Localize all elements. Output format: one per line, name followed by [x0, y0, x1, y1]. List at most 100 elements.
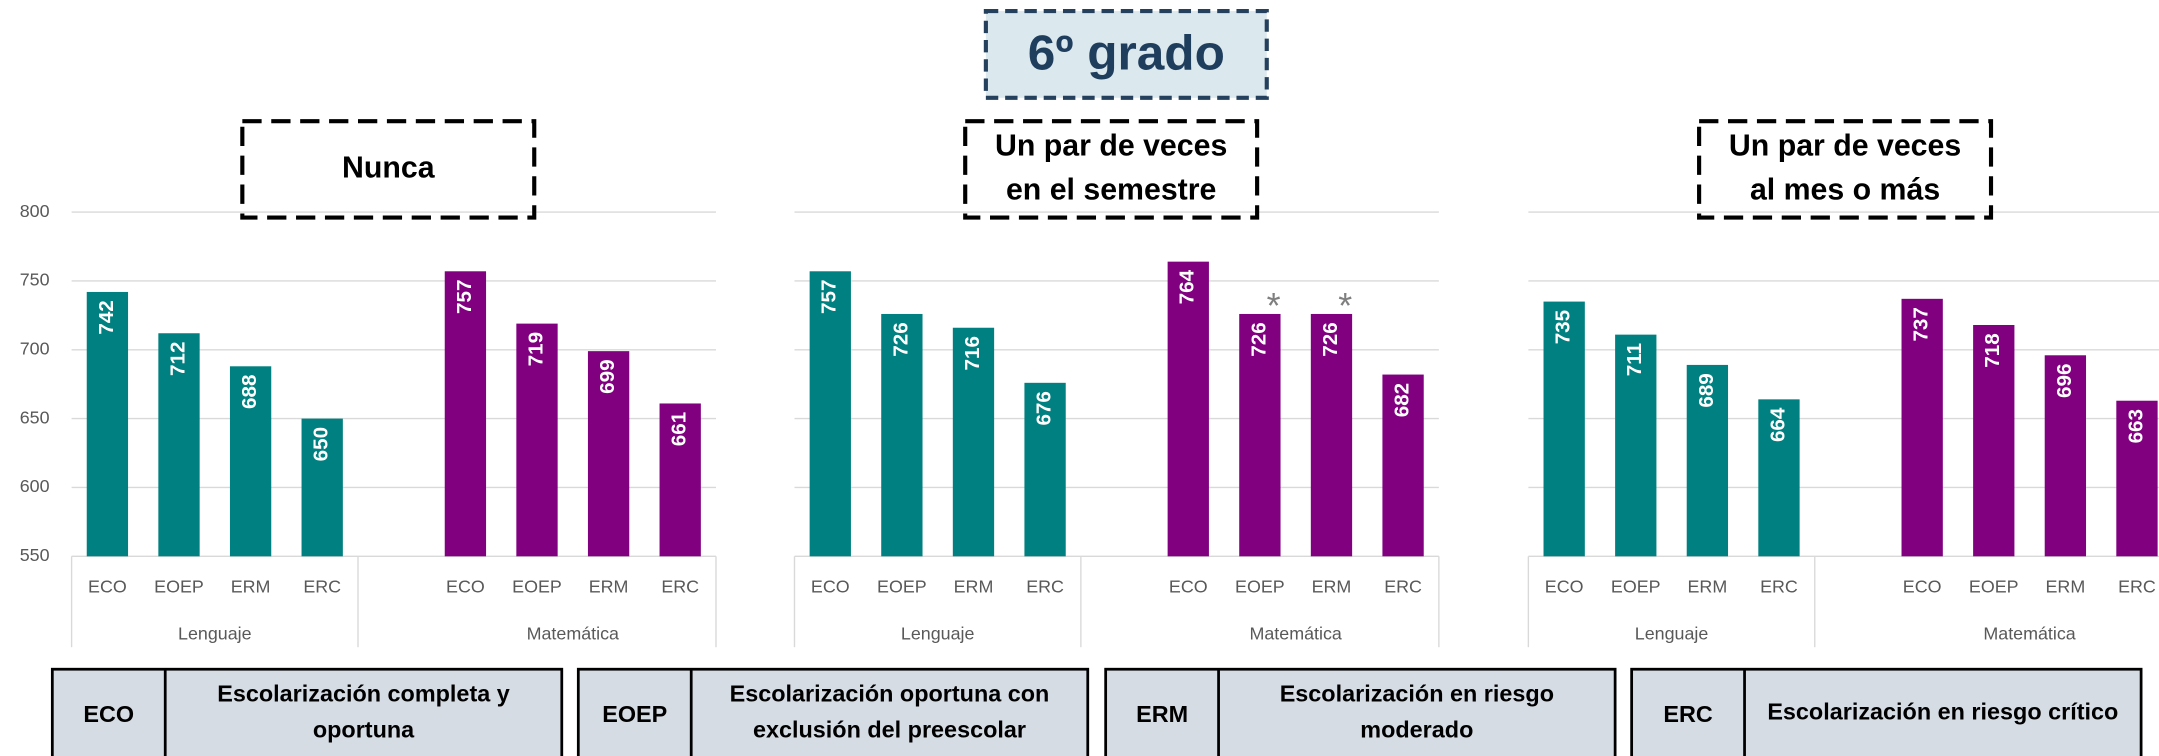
x-tick-label: ERM: [589, 577, 629, 597]
x-tick-label: ECO: [88, 577, 127, 597]
x-tick-label: ERM: [1312, 577, 1352, 597]
x-tick-label: ERC: [2118, 577, 2156, 597]
y-tick-label: 650: [20, 407, 50, 427]
group-label: Matemática: [527, 624, 619, 644]
value-label: 712: [166, 342, 189, 376]
legend-text: Escolarización oportuna con: [730, 681, 1050, 707]
legend-text: exclusión del preescolar: [753, 716, 1026, 742]
bar: [2116, 400, 2158, 557]
legend-abbr: ECO: [83, 701, 134, 727]
legend-text: Escolarización en riesgo crítico: [1767, 698, 2118, 724]
value-label: 688: [238, 375, 261, 409]
value-label: 650: [310, 427, 333, 461]
x-tick-label: ERM: [954, 577, 994, 597]
value-label: 726: [1319, 322, 1342, 356]
bar: [1382, 374, 1424, 557]
x-tick-label: ERC: [1026, 577, 1064, 597]
value-label: 737: [1910, 307, 1933, 341]
annotation: *: [1338, 286, 1352, 326]
x-tick-label: ERC: [1384, 577, 1422, 597]
bar: [2044, 355, 2087, 557]
bar: [1615, 334, 1657, 557]
y-tick-label: 750: [20, 270, 50, 290]
y-tick-label: 550: [20, 545, 50, 565]
legend-box: [1104, 667, 1617, 756]
value-label: 689: [1695, 373, 1718, 407]
panel-title: en el semestre: [1006, 173, 1216, 206]
x-tick-label: ECO: [1169, 577, 1208, 597]
bar: [86, 291, 129, 557]
x-tick-label: EOEP: [1969, 577, 2019, 597]
x-tick-label: ERM: [2046, 577, 2086, 597]
legend-abbr: ERM: [1136, 701, 1188, 727]
x-tick-label: EOEP: [877, 577, 927, 597]
value-label: 682: [1391, 383, 1414, 417]
legend-box: [50, 667, 564, 756]
x-tick-label: ECO: [811, 577, 850, 597]
legend-box: [1630, 667, 2143, 756]
bar: [659, 403, 701, 557]
bar: [1543, 301, 1585, 557]
group-label: Matemática: [1983, 624, 2075, 644]
bar: [1167, 261, 1209, 557]
legend-abbr: ERC: [1663, 701, 1712, 727]
legend-text: Escolarización en riesgo: [1280, 681, 1554, 707]
value-label: 661: [668, 412, 691, 446]
bar: [301, 418, 343, 557]
y-tick-label: 600: [20, 476, 50, 496]
bar: [587, 351, 630, 557]
legend-text: moderado: [1360, 716, 1473, 742]
bar: [516, 323, 558, 557]
legend-text: Escolarización completa y: [217, 681, 510, 707]
bar: [1973, 324, 2015, 557]
value-label: 742: [95, 300, 118, 334]
panel-title: al mes o más: [1750, 173, 1940, 206]
bar: [881, 313, 923, 557]
legend-box: [576, 667, 1090, 756]
header-box: [983, 8, 1269, 100]
value-label: 663: [2124, 409, 2147, 443]
bar: [1024, 382, 1066, 557]
x-tick-label: EOEP: [1611, 577, 1661, 597]
bar: [952, 327, 995, 557]
x-tick-label: EOEP: [154, 577, 204, 597]
panel-title-box: [240, 119, 537, 220]
value-label: 726: [889, 322, 912, 356]
bar: [158, 333, 200, 557]
x-tick-label: EOEP: [512, 577, 562, 597]
annotation: *: [1267, 286, 1281, 326]
value-label: 735: [1552, 310, 1575, 344]
panel-title-box: [1697, 119, 1994, 220]
value-label: 676: [1033, 391, 1056, 425]
bar: [1239, 313, 1281, 557]
value-label: 757: [818, 280, 841, 314]
group-label: Lenguaje: [901, 624, 975, 644]
value-label: 716: [961, 336, 984, 370]
value-label: 696: [2053, 364, 2076, 398]
bar: [809, 271, 851, 557]
header-title: 6º grado: [1028, 25, 1225, 81]
x-tick-label: ERM: [1688, 577, 1728, 597]
value-label: 726: [1247, 322, 1270, 356]
x-tick-label: ERM: [231, 577, 271, 597]
y-tick-label: 800: [20, 201, 50, 221]
value-label: 719: [524, 332, 547, 366]
x-tick-label: ECO: [1545, 577, 1584, 597]
legend-text: oportuna: [313, 716, 415, 742]
group-label: Matemática: [1249, 624, 1341, 644]
x-tick-label: EOEP: [1235, 577, 1285, 597]
value-label: 718: [1981, 333, 2004, 367]
bar: [1901, 298, 1943, 557]
x-tick-label: ERC: [661, 577, 699, 597]
panel-title: Un par de veces: [1729, 129, 1961, 162]
bar: [1758, 399, 1800, 557]
x-tick-label: ECO: [446, 577, 485, 597]
bar: [229, 366, 272, 557]
x-tick-label: ECO: [1903, 577, 1942, 597]
value-label: 664: [1766, 407, 1789, 442]
bar: [444, 271, 487, 557]
x-tick-label: ERC: [1760, 577, 1798, 597]
group-label: Lenguaje: [1635, 624, 1709, 644]
